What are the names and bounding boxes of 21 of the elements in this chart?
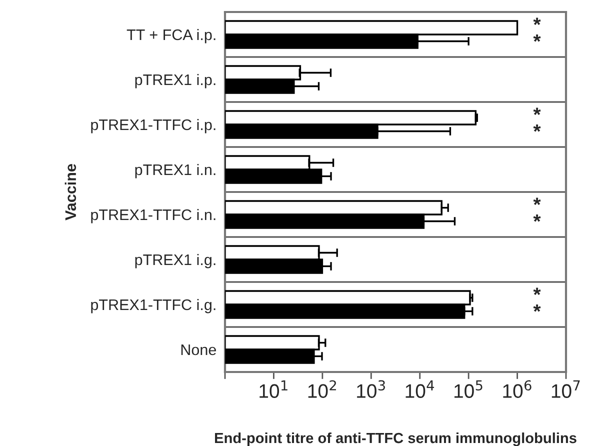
- y-tick-label: None: [181, 344, 216, 356]
- x-tick-label: 10$^{2}$: [308, 380, 336, 398]
- x-tick-label: 10$^{6}$: [503, 380, 532, 398]
- y-tick-label: TT + FCA i.p.: [126, 28, 216, 44]
- x-tick-label: 10$^{5}$: [454, 380, 482, 398]
- y-tick-label: pTREX1-TTFC i.n.: [91, 208, 216, 224]
- x-axis-title: End-point titre of anti-TTFC serum immunoglobulins: [215, 432, 576, 446]
- x-tick-label: 10$^{3}$: [357, 380, 385, 398]
- y-axis-title: Vaccine: [64, 164, 76, 220]
- x-tick-label: 10$^{7}$: [552, 380, 580, 398]
- y-tick-label: pTREX1-TTFC i.g.: [91, 298, 216, 314]
- annotation: * *: [533, 108, 541, 132]
- x-tick-label: 10$^{1}$: [260, 380, 288, 398]
- y-tick-label: pTREX1-TTFC i.p.: [91, 118, 216, 134]
- y-tick-label: pTREX1 i.p.: [135, 74, 216, 88]
- x-tick-label: 10$^{4}$: [406, 380, 434, 398]
- annotation: * *: [533, 198, 541, 222]
- annotation: * *: [533, 288, 541, 312]
- annotation: * *: [533, 18, 541, 42]
- y-tick-label: pTREX1 i.g.: [135, 254, 216, 268]
- y-tick-label: pTREX1 i.n.: [135, 164, 216, 178]
